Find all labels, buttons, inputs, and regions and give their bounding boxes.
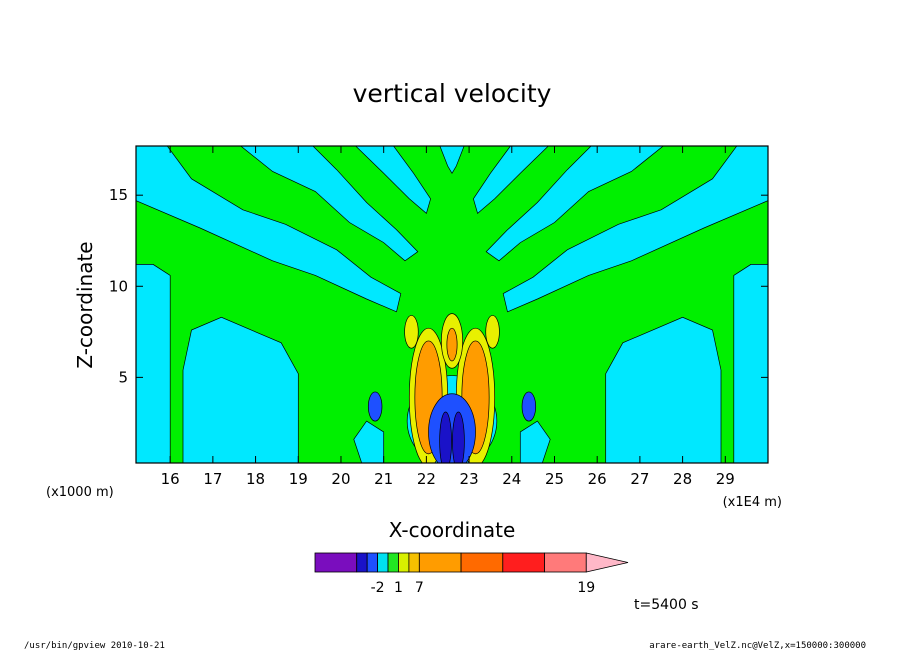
- colorbar-swatch: [377, 552, 389, 573]
- footer-left: /usr/bin/gpview 2010-10-21: [24, 641, 165, 651]
- y-axis: 5 10 15: [109, 186, 768, 386]
- colorbar-swatch: [544, 552, 587, 573]
- core-dark-blue-left: [439, 411, 452, 463]
- colorbar-swatch: [502, 552, 545, 573]
- time-label: t=5400 s: [634, 597, 699, 613]
- updraft-band-edge-left: [136, 264, 171, 463]
- x-axis: 16 17 18 19 20 21 22 23 24 25 26 27 28 29: [161, 146, 735, 488]
- x-tick-label: 18: [246, 470, 265, 488]
- chart-title: vertical velocity: [353, 79, 552, 108]
- colorbar-swatch: [366, 552, 378, 573]
- side-blue-spot-right: [521, 391, 537, 422]
- colorbar-swatch: [398, 552, 410, 573]
- colorbar-tick-label: 7: [415, 580, 424, 596]
- colorbar: -2 1 7 19: [314, 552, 629, 596]
- y-tick-label: 15: [109, 186, 128, 204]
- plot-frame: [135, 145, 769, 464]
- x-tick-label: 17: [203, 470, 222, 488]
- upper-cyan-band-left: [136, 146, 402, 313]
- colorbar-swatch: [460, 552, 504, 573]
- upper-cyan-stripe-left: [240, 146, 419, 262]
- downdraft-column-outer-left: [182, 316, 299, 463]
- upper-cyan-stripe-right: [485, 146, 664, 262]
- x-axis-label: X-coordinate: [389, 518, 516, 542]
- colorbar-swatch: [356, 552, 368, 573]
- lower-cyan-lobe-left: [353, 420, 385, 463]
- x-tick-label: 23: [460, 470, 479, 488]
- colorbar-tick-label: -2: [371, 580, 385, 596]
- upper-cyan-band-right: [502, 146, 768, 313]
- x-tick-label: 16: [161, 470, 180, 488]
- x-tick-label: 20: [331, 470, 350, 488]
- colorbar-swatch: [418, 552, 462, 573]
- x-tick-label: 25: [545, 470, 564, 488]
- updraft-band-edge-right: [733, 264, 768, 463]
- y-tick-label: 5: [118, 368, 128, 386]
- x-unit-right-label: (x1E4 m): [723, 495, 782, 510]
- colorbar-swatch: [387, 552, 399, 573]
- x-tick-label: 19: [289, 470, 308, 488]
- upper-cyan-streak-left: [355, 146, 431, 215]
- footer-right: arare-earth_VelZ.nc@VelZ,x=150000:300000: [649, 641, 866, 651]
- x-tick-label: 21: [374, 470, 393, 488]
- colorbar-tick-label: 19: [577, 580, 595, 596]
- colorbar-swatch: [314, 552, 358, 573]
- core-orange-top: [446, 327, 458, 362]
- x-tick-label: 22: [417, 470, 436, 488]
- core-dark-blue-right: [452, 411, 465, 463]
- upper-cyan-streak-right: [473, 146, 549, 215]
- x-tick-label: 24: [502, 470, 521, 488]
- side-yellow-spot-right: [485, 315, 500, 349]
- y-tick-label: 10: [109, 277, 128, 295]
- lower-cyan-lobe-right: [519, 420, 551, 463]
- x-tick-label: 26: [588, 470, 607, 488]
- side-yellow-spot-left: [404, 315, 419, 349]
- downdraft-column-outer-right: [605, 316, 722, 463]
- center-top-cyan: [439, 146, 465, 174]
- x-tick-label: 29: [716, 470, 735, 488]
- colorbar-tick-label: 1: [394, 580, 403, 596]
- x-unit-left-label: (x1000 m): [46, 485, 114, 500]
- colorbar-extend-arrow: [585, 552, 629, 573]
- core-blue: [428, 393, 476, 463]
- side-blue-spot-left: [367, 391, 383, 422]
- x-tick-label: 28: [673, 470, 692, 488]
- x-tick-label: 27: [630, 470, 649, 488]
- y-axis-label: Z-coordinate: [73, 241, 97, 368]
- colorbar-swatch: [408, 552, 420, 573]
- contour-plot-area: [136, 146, 768, 463]
